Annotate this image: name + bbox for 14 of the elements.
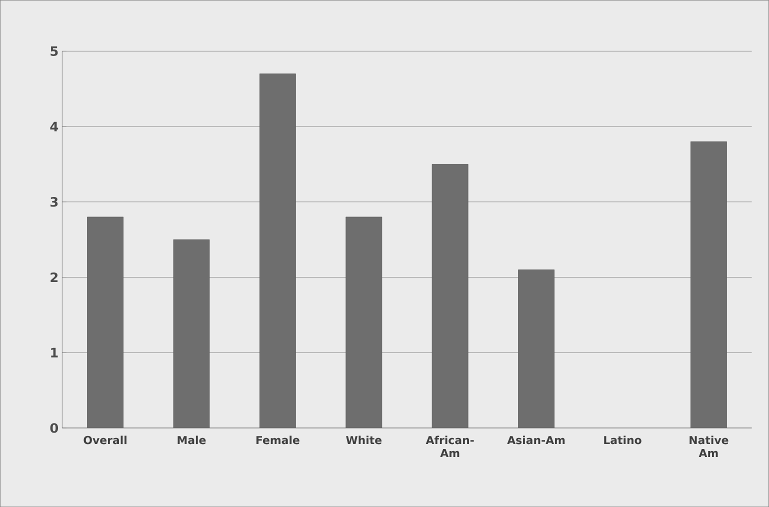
y-tick-label: 4 bbox=[50, 122, 58, 132]
x-tick-label: Male bbox=[178, 436, 206, 444]
x-tick-label: Overall bbox=[84, 436, 126, 444]
x-tick-label: African-Am bbox=[426, 436, 474, 457]
y-tick-label: 5 bbox=[50, 46, 58, 56]
x-tick-label: Native Am bbox=[690, 436, 728, 457]
x-tick-label: Latino bbox=[604, 436, 642, 444]
y-tick-label: 0 bbox=[50, 423, 58, 433]
x-tick-label: White bbox=[346, 436, 382, 444]
y-tick-label: 3 bbox=[50, 196, 58, 207]
x-tick-label: Female bbox=[256, 436, 300, 444]
x-tick-label: Asian-Am bbox=[507, 436, 565, 444]
y-tick-label: 2 bbox=[50, 272, 58, 282]
y-tick-label: 1 bbox=[51, 348, 58, 358]
